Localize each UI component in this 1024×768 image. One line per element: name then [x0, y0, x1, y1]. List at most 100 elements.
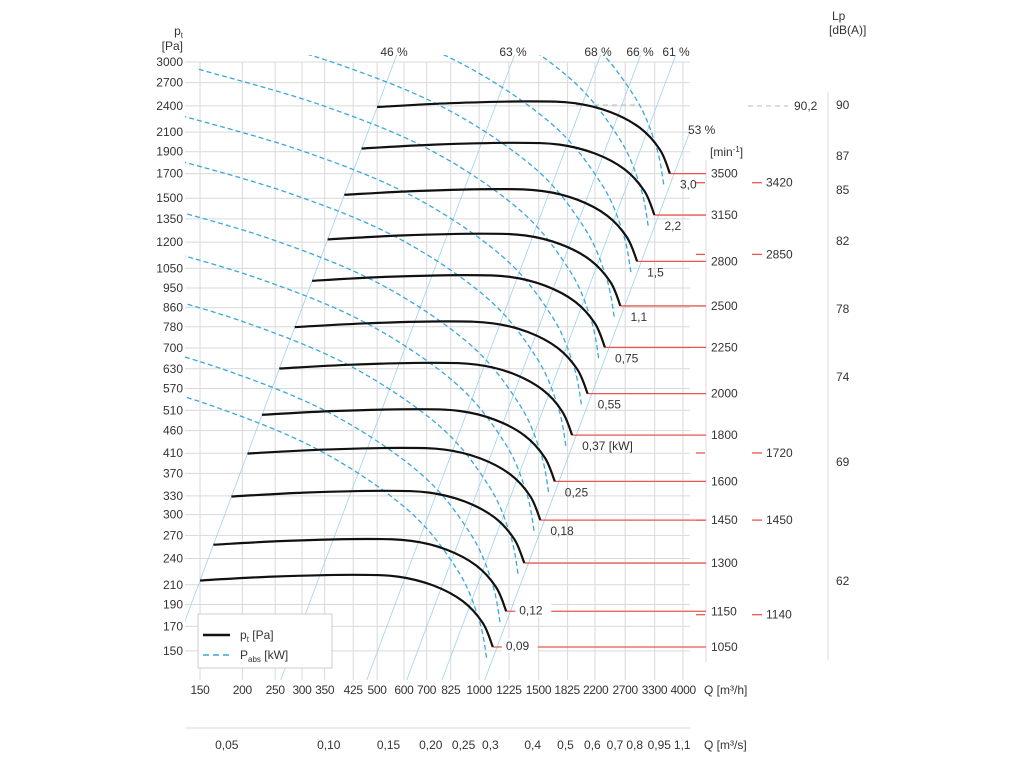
x2-tick-label: 0,6: [584, 738, 601, 752]
x-tick-label: 2200: [583, 683, 609, 697]
x-tick-label: 500: [368, 683, 388, 697]
x-tick-label: 1000: [466, 683, 492, 697]
x-tick-label: 150: [190, 683, 210, 697]
power-curve-2800: [442, 55, 632, 274]
power-label: 0,09: [506, 639, 530, 653]
x-tick-label: 600: [394, 683, 414, 697]
y-tick-label: 240: [163, 552, 183, 566]
rpm-label: 1150: [711, 604, 737, 618]
y-tick-label: 700: [163, 341, 183, 355]
efficiency-lines: [185, 55, 690, 680]
legend-label: pt [Pa]: [240, 628, 274, 644]
rpm-label: 3500: [711, 167, 738, 181]
pressure-curve-2800: [344, 187, 639, 262]
power-curve-3150: [538, 55, 650, 228]
rpm-label: 2250: [711, 340, 738, 354]
power-label-bg: [501, 639, 538, 654]
efficiency-line: [406, 55, 642, 680]
rpm-axis-unit: [min-1]: [710, 145, 743, 159]
pressure-curve-1050: [199, 573, 494, 648]
noise-max-label: 90,2: [794, 99, 818, 113]
power-label-bg: [515, 603, 552, 618]
rpm-label: 1600: [711, 474, 738, 488]
power-label: 3,0: [680, 178, 697, 192]
efficiency-line: [441, 55, 677, 680]
noise-rpm-label: 1720: [766, 446, 793, 460]
efficiency-label: 63 %: [499, 45, 527, 59]
y-axis-symbol: pt: [174, 24, 184, 40]
lp-tick-label: 78: [836, 302, 850, 316]
y-tick-label: 1350: [156, 212, 183, 226]
rpm-label: 2000: [711, 387, 738, 401]
x2-tick-label: 0,5: [557, 738, 574, 752]
y-tick-label: 3000: [156, 55, 183, 69]
pressure-curve-3500: [377, 100, 671, 175]
x-tick-label: 425: [344, 683, 364, 697]
y-tick-label: 510: [163, 403, 183, 417]
efficiency-line: [280, 55, 515, 680]
x-tick-label: 1825: [554, 683, 580, 697]
rpm-label: 1050: [711, 640, 738, 654]
efficiency-line: [366, 55, 602, 680]
noise-rpm-label: 2850: [766, 247, 793, 261]
power-label: 1,5: [647, 265, 664, 279]
y-tick-label: 190: [163, 597, 183, 611]
y-tick-label: 1700: [156, 167, 183, 181]
y-tick-label: 1050: [156, 261, 183, 275]
power-label: 1,1: [630, 310, 647, 324]
legend-box: [197, 613, 333, 669]
pressure-curves: [199, 100, 671, 648]
x-tick-label: 700: [417, 683, 437, 697]
rpm-label: 1450: [711, 513, 738, 527]
power-label: 0,25: [565, 485, 589, 499]
pressure-curve-2500: [327, 232, 622, 307]
efficiency-label: 66 %: [626, 45, 654, 59]
y-axis-symbol-main: p: [174, 24, 181, 38]
y-tick-label: 330: [163, 489, 183, 503]
power-label: 0,55: [598, 398, 622, 412]
rpm-label: 1300: [711, 556, 738, 570]
pressure-curve-1150: [213, 537, 508, 612]
lp-tick-label: 85: [836, 183, 850, 197]
efficiency-label: 68 %: [584, 45, 612, 59]
x-tick-label: 825: [441, 683, 461, 697]
y-tick-label: 780: [163, 320, 183, 334]
noise-rpm-label: 1450: [766, 513, 793, 527]
rpm-label: 1800: [711, 428, 738, 442]
x-tick-label: 3300: [642, 683, 668, 697]
y-tick-label: 2700: [156, 76, 183, 90]
y-tick-label: 460: [163, 424, 183, 438]
efficiency-label: 61 %: [662, 45, 690, 59]
noise-rpm-label: 3420: [766, 176, 793, 190]
x2-axis-title: Q [m³/s]: [704, 738, 747, 752]
rpm-label: 2500: [711, 299, 738, 313]
y-tick-label: 860: [163, 301, 183, 315]
power-curve-1450: [185, 255, 535, 533]
lp-axis-title: Lp: [832, 9, 846, 23]
x-tick-label: 200: [233, 683, 253, 697]
grid: [185, 61, 829, 729]
x2-tick-label: 0,05: [215, 738, 239, 752]
power-curve-2000: [185, 115, 583, 406]
pressure-curve-1300: [231, 489, 526, 564]
x-tick-label: 250: [266, 683, 286, 697]
x-tick-label: 2700: [612, 683, 638, 697]
x-axis-title: Q [m³/h]: [704, 683, 747, 697]
pressure-curve-2000: [294, 320, 589, 395]
y-tick-label: 570: [163, 381, 183, 395]
legend-label: Pabs [kW]: [240, 648, 288, 664]
power-label: 0,18: [550, 524, 574, 538]
y-tick-label: 630: [163, 362, 183, 376]
power-curve-1150: [185, 356, 501, 624]
efficiency-label: 53 %: [688, 123, 716, 137]
x2-tick-label: 0,7: [607, 738, 624, 752]
y-tick-label: 950: [163, 281, 183, 295]
power-label: 2,2: [664, 219, 681, 233]
rpm-label: 3150: [711, 208, 738, 222]
noise-rpm-label: 1140: [766, 608, 792, 622]
efficiency-line: [185, 55, 398, 622]
lp-tick-label: 62: [836, 574, 850, 588]
lp-tick-label: 69: [836, 455, 850, 469]
y-tick-label: 370: [163, 466, 183, 480]
